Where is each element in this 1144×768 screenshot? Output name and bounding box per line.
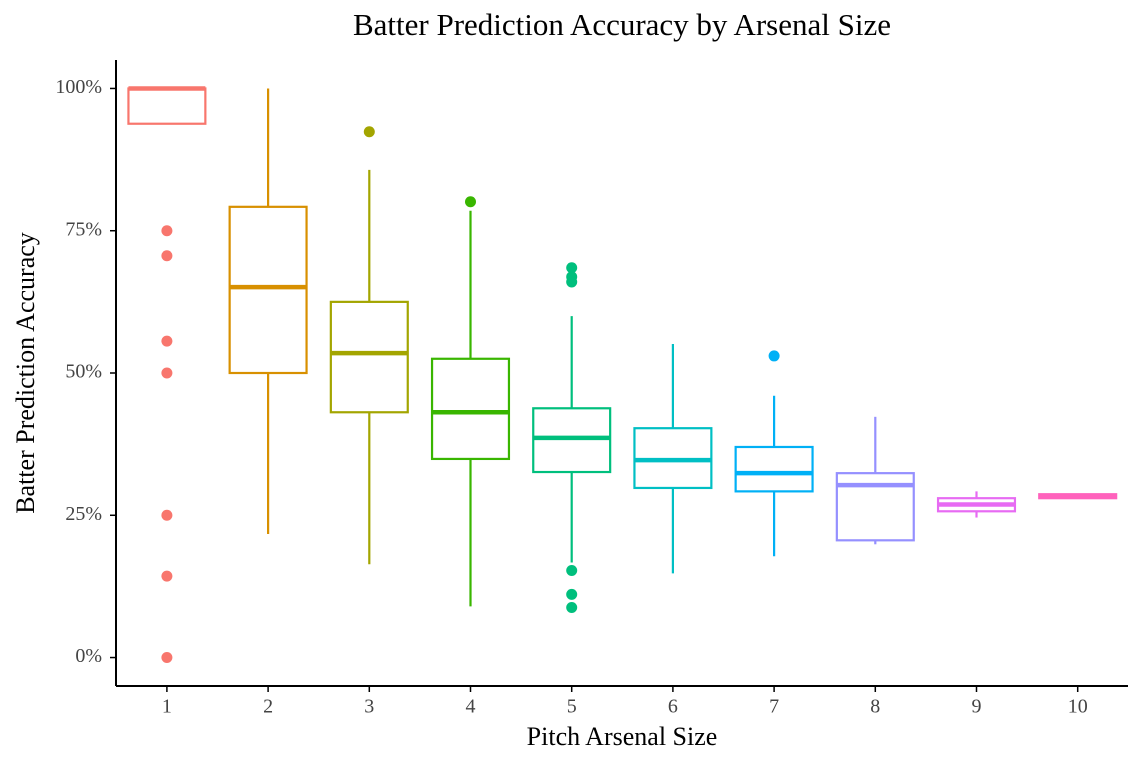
outlier — [161, 509, 173, 521]
y-tick-label: 100% — [55, 76, 102, 98]
outlier — [566, 601, 578, 613]
outlier — [161, 570, 173, 582]
x-tick-label: 10 — [1068, 696, 1088, 718]
x-tick-label: 2 — [263, 696, 273, 718]
x-tick-label: 4 — [466, 696, 476, 718]
y-tick-label: 0% — [75, 645, 102, 667]
outlier — [566, 262, 578, 274]
y-tick-label: 75% — [65, 218, 102, 240]
box — [430, 357, 511, 461]
x-tick-label: 7 — [769, 696, 779, 718]
box — [228, 205, 308, 375]
outlier — [566, 564, 578, 576]
chart-title: Batter Prediction Accuracy by Arsenal Si… — [353, 7, 891, 42]
x-tick-label: 5 — [567, 696, 577, 718]
outlier — [161, 335, 173, 347]
y-axis-title: Batter Prediction Accuracy — [11, 232, 40, 514]
outlier — [161, 250, 173, 262]
box — [734, 445, 814, 493]
box — [532, 407, 612, 474]
x-tick-label: 6 — [668, 696, 678, 718]
x-tick-label: 3 — [364, 696, 374, 718]
x-tick-label: 8 — [870, 696, 880, 718]
outlier — [566, 276, 578, 288]
y-tick-label: 50% — [65, 361, 102, 383]
x-axis-title: Pitch Arsenal Size — [527, 722, 718, 751]
outlier — [161, 367, 173, 379]
outlier — [768, 350, 780, 362]
outlier — [161, 652, 173, 664]
outlier — [465, 196, 476, 208]
outlier — [363, 126, 375, 138]
x-tick-label: 1 — [162, 696, 172, 718]
outlier — [161, 225, 173, 237]
x-tick-label: 9 — [972, 696, 982, 718]
box — [127, 87, 207, 125]
y-tick-label: 25% — [65, 503, 102, 525]
outlier — [566, 588, 578, 600]
box — [329, 300, 409, 414]
